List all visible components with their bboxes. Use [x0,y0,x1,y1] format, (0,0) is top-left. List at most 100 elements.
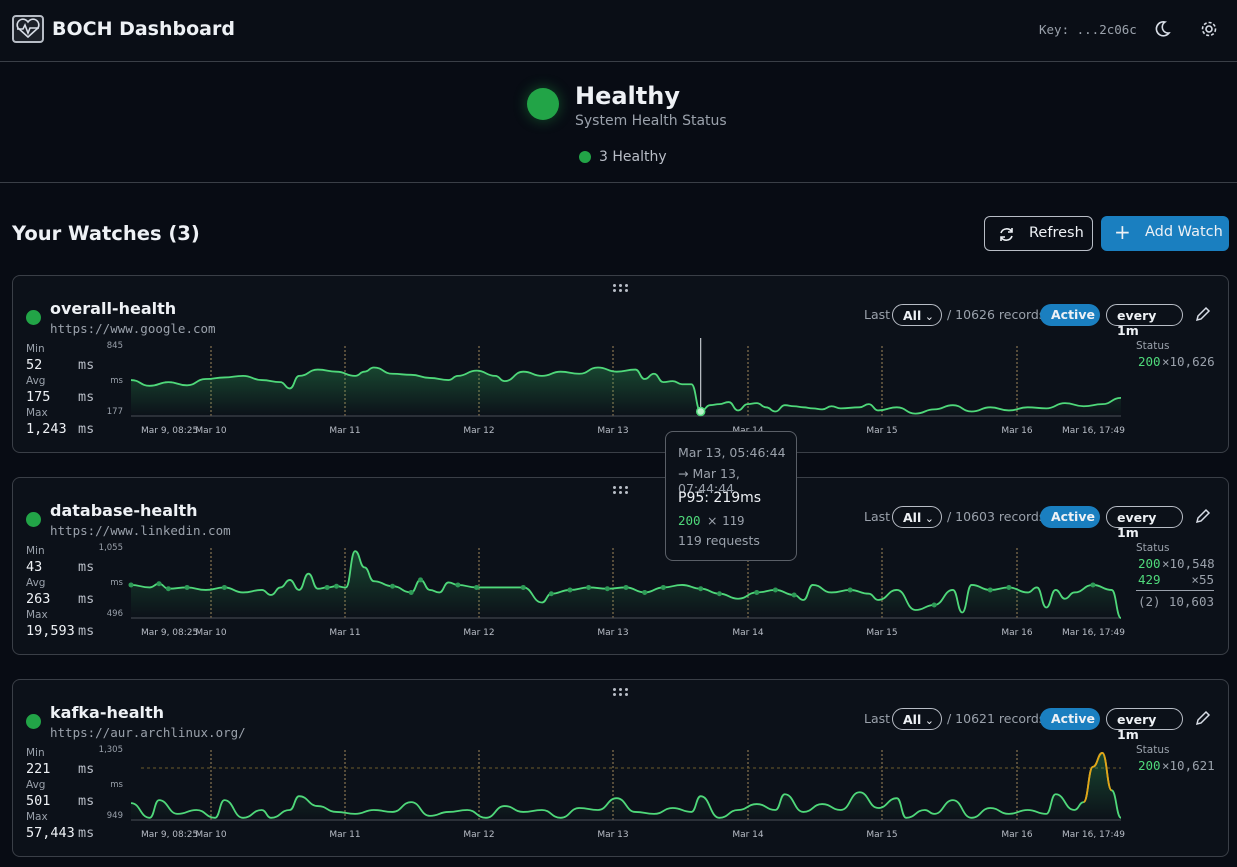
status-label: Status [1136,542,1170,554]
x-tick-label: Mar 11 [329,426,360,436]
x-tick-label: Mar 14 [732,628,764,638]
active-badge[interactable]: Active [1040,708,1100,730]
stat-value: 57,443 [26,825,75,841]
stat-value: 43 [26,559,43,575]
x-tick-label: Mar 11 [329,830,360,840]
stat-value: 175 [26,389,51,405]
stat-unit: ms [78,389,95,405]
range-value: All [903,308,922,323]
health-title: Healthy [575,82,680,110]
x-tick-label: Mar 14 [732,830,764,840]
x-tick-label: Mar 16, 17:49 [1062,628,1125,638]
x-tick-label: Mar 9, 08:25 [141,628,198,638]
x-tick-label: Mar 10 [195,426,227,436]
gear-icon[interactable] [1198,18,1220,40]
refresh-button[interactable]: Refresh [984,216,1093,251]
data-point [455,582,461,588]
add-watch-button[interactable]: + Add Watch [1101,216,1229,251]
healthy-count: 3 Healthy [599,149,667,165]
data-point [128,582,134,588]
drag-handle-icon[interactable] [613,688,629,700]
refresh-icon [1000,228,1013,241]
data-point [1090,582,1096,588]
stat-unit: ms [78,421,95,437]
stat-value: 52 [26,357,43,373]
edit-pencil-icon[interactable] [1194,507,1212,525]
tooltip-requests: 119 requests [678,533,760,548]
status-count: 10,603 [1168,594,1214,609]
heart-pulse-icon [12,15,44,43]
watch-name[interactable]: database-health [50,501,198,520]
watch-url: https://www.google.com [50,321,216,336]
health-panel [0,62,1237,183]
interval-badge[interactable]: every 1m [1106,506,1183,540]
watch-url: https://www.linkedin.com [50,523,231,538]
last-label: Last [864,307,891,322]
data-point [390,583,396,589]
y-tick-label: 496 [107,609,123,619]
watch-card: overall-health https://www.google.com Min 5… [12,275,1229,453]
chevron-down-icon: ⌄ [921,512,934,525]
watch-status-dot [26,310,41,325]
data-point [474,584,480,590]
stat-label: Avg [26,375,46,387]
data-point [660,584,666,590]
series-line [130,752,1122,819]
status-divider [1136,590,1214,591]
tooltip-code: 200 [678,513,701,528]
active-badge[interactable]: Active [1040,304,1100,326]
tooltip-times: × [707,513,718,528]
edit-pencil-icon[interactable] [1194,709,1212,727]
stat-label: Max [26,609,48,621]
y-tick-label: 949 [107,811,123,821]
edit-pencil-icon[interactable] [1194,305,1212,323]
data-point [987,587,993,593]
data-point [791,592,797,598]
tooltip-count: 119 [722,513,745,528]
interval-badge[interactable]: every 1m [1106,708,1183,742]
data-point [165,586,171,592]
data-point [754,589,760,595]
top-bar: BOCH Dashboard Key: ...2c06c [0,0,1237,62]
range-select[interactable]: All ⌄ [892,708,942,730]
data-point [408,589,414,595]
data-point [604,586,610,592]
range-select[interactable]: All ⌄ [892,304,942,326]
drag-handle-icon[interactable] [613,284,629,296]
interval-badge[interactable]: every 1m [1106,304,1183,338]
plus-icon: + [1114,220,1131,244]
stat-value: 501 [26,793,51,809]
api-key-label: Key: ...2c06c [1039,22,1137,37]
stat-unit: ms [78,793,95,809]
data-point [184,584,190,590]
chevron-down-icon: ⌄ [921,310,934,323]
data-point [324,584,330,590]
status-count: ×55 [1191,572,1214,587]
records-count: / 10621 records [947,711,1046,726]
data-point [333,583,339,589]
x-tick-label: Mar 10 [195,628,227,638]
range-select[interactable]: All ⌄ [892,506,942,528]
stat-label: Min [26,545,45,557]
watch-name[interactable]: overall-health [50,299,177,318]
data-point [698,586,704,592]
watch-name[interactable]: kafka-health [50,703,165,722]
x-tick-label: Mar 16 [1001,628,1033,638]
x-tick-label: Mar 13 [597,426,628,436]
healthy-count-dot [579,151,591,163]
data-point [520,584,526,590]
y-tick-label: ms [110,780,123,790]
stat-unit: ms [78,559,95,575]
active-badge[interactable]: Active [1040,506,1100,528]
watch-url: https://aur.archlinux.org/ [50,725,246,740]
status-label: Status [1136,744,1170,756]
moon-icon[interactable] [1151,18,1173,40]
drag-handle-icon[interactable] [613,486,629,498]
refresh-label: Refresh [1029,225,1084,241]
watch-status-dot [26,512,41,527]
x-tick-label: Mar 12 [463,830,494,840]
hover-point [695,406,706,417]
